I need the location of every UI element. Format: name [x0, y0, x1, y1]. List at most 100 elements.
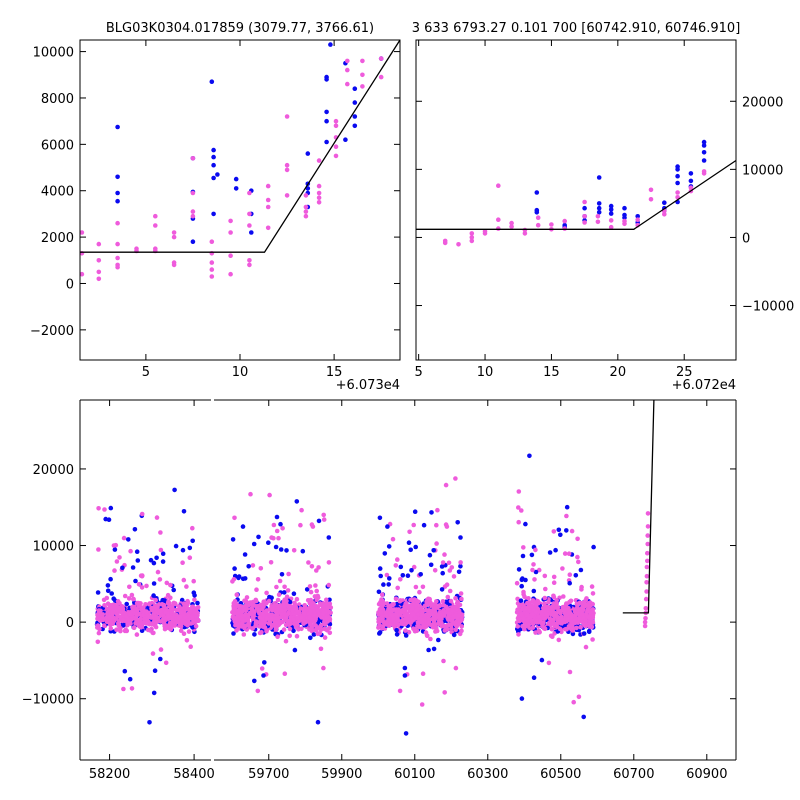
bottom-point — [415, 602, 420, 608]
bottom-point — [275, 634, 280, 639]
bottom-point — [444, 524, 450, 529]
bottom-point — [379, 592, 385, 597]
bottom-point — [168, 595, 173, 601]
bottom-outbreak-point — [644, 580, 649, 585]
bottom-point — [457, 631, 463, 637]
bottom-point — [277, 578, 283, 584]
bottom-point — [530, 612, 535, 617]
top-right-x-tick-label: 20 — [610, 365, 627, 380]
bottom-point — [381, 582, 386, 587]
top-left-point — [284, 162, 290, 168]
bottom-point — [183, 621, 189, 627]
top-right-point — [582, 220, 587, 225]
bottom-point — [531, 562, 536, 567]
bottom-point — [293, 624, 299, 630]
bottom-point — [267, 612, 272, 617]
top-left-y-tick-label: 8000 — [41, 92, 74, 107]
bottom-point — [244, 599, 249, 604]
bottom-point — [402, 665, 408, 671]
bottom-point — [446, 560, 452, 566]
bottom-point — [448, 598, 454, 604]
bottom-point — [457, 602, 463, 608]
bottom-point — [284, 548, 289, 553]
bottom-point — [404, 620, 409, 625]
bottom-point — [300, 548, 306, 554]
bottom-point — [163, 623, 168, 628]
bottom-point — [554, 598, 559, 603]
top-left-point — [115, 220, 120, 226]
bottom-point — [266, 540, 271, 545]
top-left-point — [79, 271, 85, 277]
bottom-point — [264, 616, 270, 621]
bottom-point — [269, 595, 274, 600]
bottom-point — [520, 553, 526, 559]
bottom-point — [134, 612, 140, 617]
top-left-x-tick-label: 5 — [142, 365, 150, 380]
bottom-point — [575, 536, 580, 542]
bottom-point — [444, 627, 450, 632]
bottom-point — [105, 583, 111, 588]
top-right-point — [675, 167, 680, 172]
bottom-point — [379, 617, 385, 622]
bottom-point — [308, 635, 313, 641]
bottom-point — [408, 597, 413, 603]
bottom-point — [551, 574, 557, 580]
bottom-point — [378, 573, 384, 579]
bottom-point — [240, 524, 246, 529]
bottom-point — [571, 699, 576, 705]
bottom-point — [147, 720, 152, 725]
bottom-point — [126, 596, 132, 601]
bottom-point — [393, 621, 399, 626]
bottom-point — [589, 584, 595, 589]
bottom-point — [431, 646, 437, 652]
bottom-point — [377, 631, 382, 636]
top-left-point — [171, 230, 177, 235]
bottom-point — [453, 604, 459, 610]
top-right-point — [596, 210, 602, 215]
bottom-point — [187, 545, 193, 551]
bottom-point — [127, 612, 133, 617]
top-right-point — [608, 207, 614, 212]
top-right-point — [456, 242, 461, 247]
bottom-point — [516, 607, 521, 613]
bottom-point — [134, 549, 140, 554]
bottom-point — [428, 562, 434, 568]
top-right-point — [595, 214, 601, 219]
bottom-point — [524, 605, 529, 611]
bottom-point — [240, 576, 246, 582]
top-left-point — [333, 118, 339, 124]
bottom-point — [404, 601, 409, 606]
bottom-point — [303, 619, 308, 625]
bottom-point — [308, 601, 314, 606]
top-left-point — [190, 239, 196, 244]
bottom-point — [327, 597, 332, 603]
bottom-point — [395, 557, 400, 562]
bottom-point — [532, 577, 537, 582]
bottom-point — [559, 614, 564, 620]
top-left-point — [190, 156, 196, 161]
bottom-point — [148, 557, 154, 563]
bottom-point — [96, 506, 101, 511]
bottom-point — [283, 638, 289, 644]
top-left-point — [153, 223, 158, 228]
bottom-point — [321, 512, 327, 518]
bottom-point — [134, 607, 139, 612]
bottom-point — [420, 617, 426, 623]
top-right-x-tick-label: 25 — [676, 365, 693, 380]
bottom-point — [581, 631, 587, 636]
bottom-y-tick-label: 10000 — [33, 540, 74, 555]
bottom-point — [251, 541, 257, 547]
bottom-point — [292, 621, 298, 626]
bottom-point — [171, 619, 177, 625]
bottom-point — [282, 590, 287, 595]
bottom-point — [127, 676, 133, 682]
bottom-point — [287, 618, 292, 623]
bottom-point — [523, 521, 528, 527]
bottom-point — [516, 489, 522, 494]
bottom-point — [382, 551, 388, 556]
bottom-point — [250, 563, 256, 568]
top-left-point — [247, 223, 252, 228]
bottom-point — [292, 647, 298, 653]
top-right-point — [608, 218, 614, 223]
bottom-point — [530, 625, 536, 630]
